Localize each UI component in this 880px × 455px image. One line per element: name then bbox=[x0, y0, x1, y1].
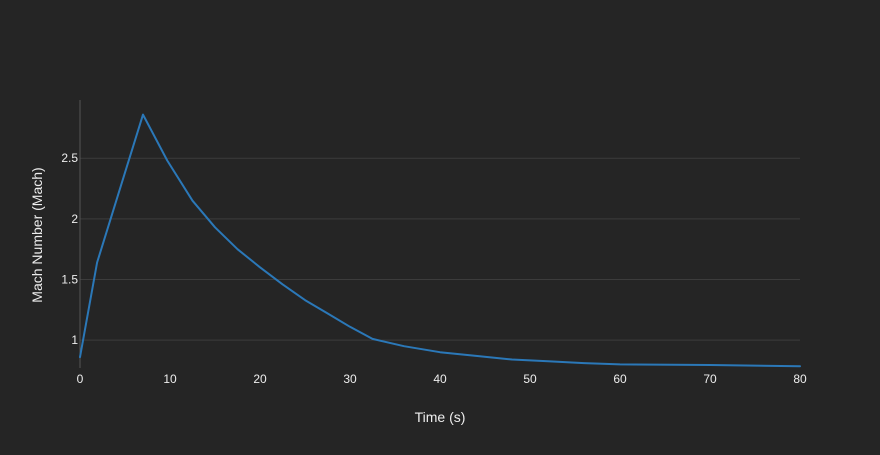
x-tick-label: 0 bbox=[77, 372, 84, 386]
x-tick-label: 60 bbox=[613, 372, 627, 386]
y-tick-label: 2.5 bbox=[61, 151, 78, 165]
tick-labels: 1 1.5 2 2.5 0 10 20 30 40 50 60 70 80 bbox=[61, 151, 807, 386]
x-tick-label: 30 bbox=[343, 372, 357, 386]
x-tick-label: 80 bbox=[793, 372, 807, 386]
x-tick-label: 10 bbox=[163, 372, 177, 386]
y-tick-label: 2 bbox=[71, 212, 78, 226]
series-layer bbox=[79, 113, 801, 368]
y-axis-title: Mach Number (Mach) bbox=[29, 167, 45, 302]
x-tick-label: 50 bbox=[523, 372, 537, 386]
y-tick-label: 1 bbox=[71, 333, 78, 347]
grid-lines bbox=[80, 157, 800, 341]
x-tick-label: 20 bbox=[253, 372, 267, 386]
x-axis-title: Time (s) bbox=[415, 409, 466, 425]
x-tick-label: 70 bbox=[703, 372, 717, 386]
y-tick-label: 1.5 bbox=[61, 272, 78, 286]
series-line-0 bbox=[79, 113, 801, 368]
x-tick-label: 40 bbox=[433, 372, 447, 386]
